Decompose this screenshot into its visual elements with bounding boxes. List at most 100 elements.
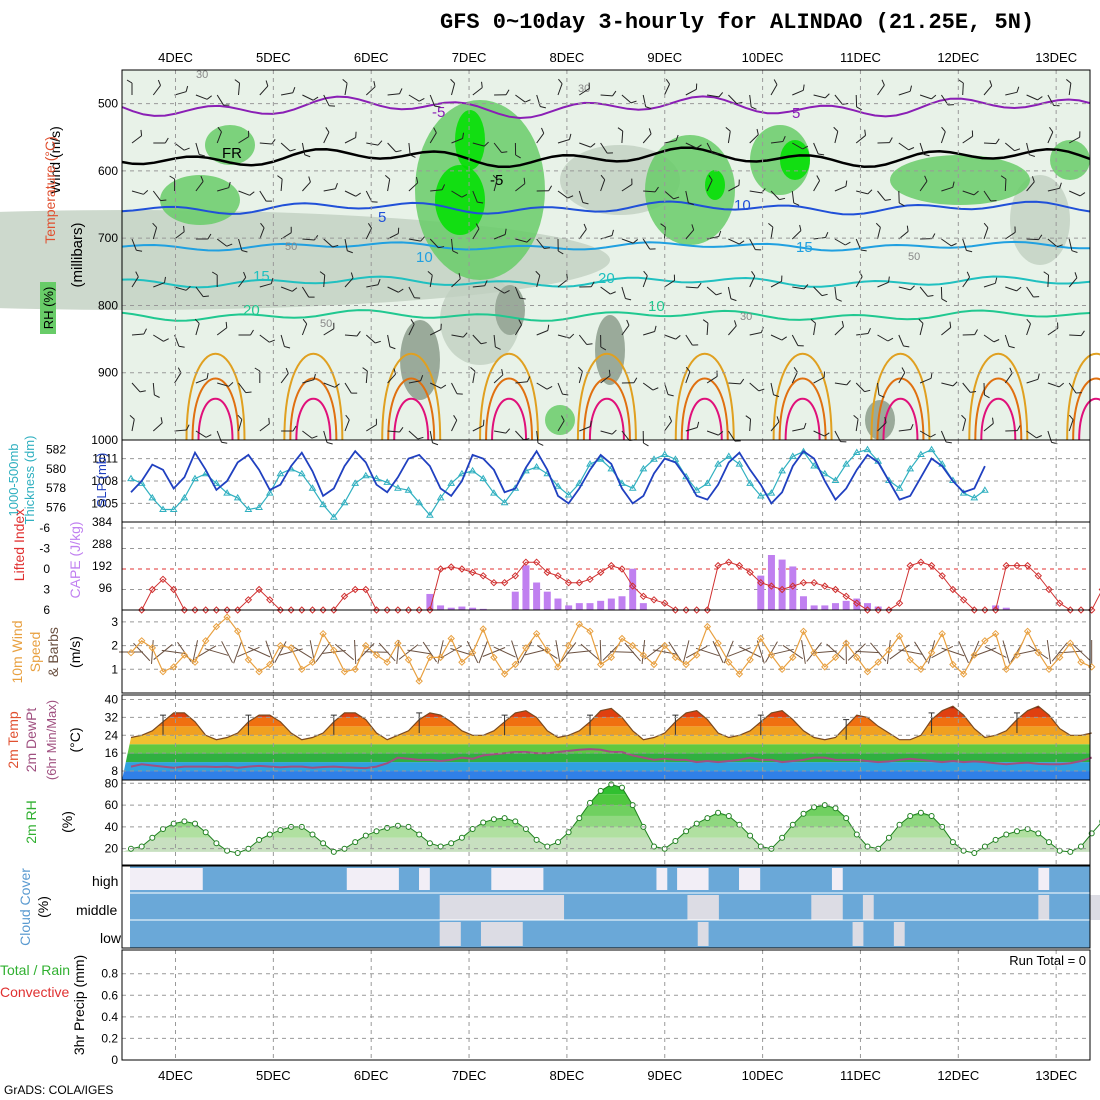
wind-barb-shaft [408,94,420,102]
contour-label: 20 [598,270,615,287]
thickness-tick-label: 578 [46,481,66,495]
wind-barb [492,174,498,192]
wind-barb [834,380,851,386]
wind-barb-flag [375,418,377,425]
wind-barb-shaft [494,430,507,434]
wind-barb-flag [1031,176,1035,182]
wind-barb-flag [948,104,954,106]
warm-isotherm-loop [387,377,436,441]
rh-dark-region [495,285,525,335]
day-label-top: 10DEC [742,50,784,65]
wind-barb [962,329,978,336]
wind-barb-shaft [174,231,185,240]
wind-barb-shaft [642,133,652,144]
wind-barb [344,190,361,197]
li-marker [447,563,455,571]
wind10m-marker [298,665,306,674]
cloud-clear-cell [511,868,523,890]
wind-barb [770,79,778,96]
wind-barb-flag [973,190,979,196]
wind-barb-flag [691,224,695,231]
wind-barb-flag [696,144,702,149]
wind-barb [642,128,652,144]
contour-label: FR [222,145,242,162]
wind-barb [983,382,990,399]
wind-barb [1005,425,1021,432]
wind-barb-shaft [1026,181,1035,192]
wind-barb-flag [462,332,468,338]
wind-barb-flag [458,273,461,279]
wind-barb-flag [654,186,659,193]
cloud-clear-cell [542,895,554,920]
wind-barb-shaft [749,94,752,107]
wind-barb-flag [983,222,989,228]
wind-barb [259,334,275,343]
wind-barb-shaft [259,423,270,432]
wind-barb-flag [716,370,718,377]
wind-barb-flag [918,318,924,324]
wind-barb-flag [909,85,913,92]
wind-barb [706,175,713,192]
wind-barb [319,271,326,288]
wind-barb [600,334,607,351]
wind-barb-flag [1016,86,1020,93]
cloud-panel-frame [121,865,1091,949]
wind-barb-shaft [664,334,676,340]
wind-barb [234,79,241,96]
wind-barb-shaft [344,83,348,96]
wind-barb-flag [135,271,139,278]
wind-barb-flag [696,421,700,428]
wind-barb [621,377,638,384]
rh-moist-region [205,125,255,165]
wind-barb-shaft [387,373,397,384]
rh-band [122,794,1090,806]
wind10m-marker [810,648,818,657]
cloud-clear-cell [522,868,534,890]
wind-barb-shaft [1005,286,1017,292]
wind-barb-shaft [259,283,272,288]
wind-barb-flag [126,79,133,84]
wind-barb [557,190,574,199]
thickness-marker [468,466,477,474]
wind10m-marker [180,651,189,659]
wind10m-barb [221,641,233,663]
warm-isotherm-loop [485,377,534,441]
thickness-marker [820,469,829,477]
wind10m-barb [941,647,965,657]
wind10m-marker [319,629,327,638]
wind-barb-flag [481,81,483,88]
wind10m-barb [519,641,533,663]
wind10m-marker [660,641,669,650]
wind-barb [557,238,564,255]
wind-barb-shaft [728,94,738,104]
wind-barb [877,137,893,144]
wind-barb [557,133,572,144]
wind-barb-flag [290,226,292,233]
wind-barb-shaft [195,323,200,336]
wind-barb-shaft [685,88,697,96]
wind-barb-flag [420,236,425,242]
precip-tick-label: 0 [111,1053,118,1067]
wind-barb-shaft [877,334,889,342]
wind-barb-shaft [834,286,837,299]
wind-barb [429,127,437,144]
cloud-clear-cell [501,895,513,920]
wind10m-marker [682,660,690,669]
warm-isotherm-loop [1066,353,1100,441]
wind-barb-shaft [962,276,970,288]
wind-barb [1069,330,1085,337]
thickness-marker [191,474,199,482]
wind-barb-shaft [344,277,354,288]
wind10m-barb [555,640,561,664]
wind-barb-shaft [216,94,224,106]
wind-barb-flag [860,249,867,252]
wind-barb-shaft [216,327,228,336]
wind-barb-shaft [791,230,802,240]
wind10m-barb [1002,640,1011,664]
warm-isotherm-loop [289,377,338,441]
rh-marker [811,804,818,811]
thickness-tick-label: 582 [46,443,66,457]
li-marker [511,572,520,580]
wind-barb [983,417,994,432]
wind-barb-shaft [302,94,314,101]
